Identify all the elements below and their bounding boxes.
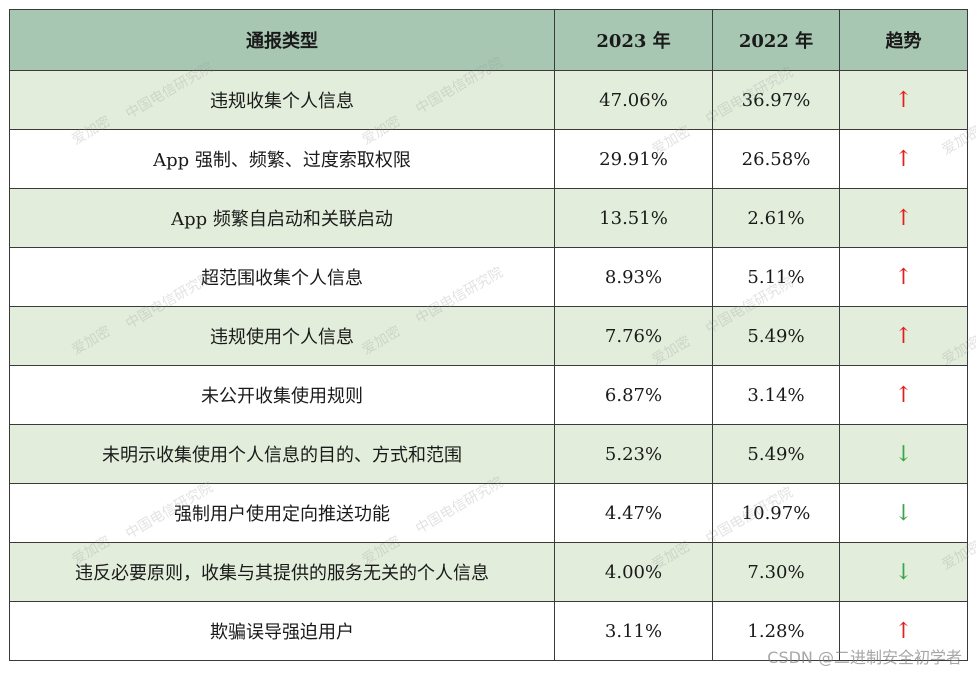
value-2023-cell: 5.23%	[554, 424, 713, 484]
table-row: 未明示收集使用个人信息的目的、方式和范围 5.23% 5.49% ↓	[9, 424, 968, 484]
type-cell: 欺骗误导强迫用户	[9, 601, 555, 661]
type-cell: 违规使用个人信息	[9, 306, 555, 366]
type-cell: 超范围收集个人信息	[9, 247, 555, 307]
header-2023: 2023 年	[554, 9, 713, 71]
value-2023-cell: 8.93%	[554, 247, 713, 307]
header-2022: 2022 年	[712, 9, 840, 71]
type-cell: App 频繁自启动和关联启动	[9, 188, 555, 248]
value-2022-cell: 7.30%	[712, 542, 840, 602]
down-arrow-icon: ↓	[839, 483, 968, 543]
value-2023-cell: 4.00%	[554, 542, 713, 602]
type-cell: 违反必要原则，收集与其提供的服务无关的个人信息	[9, 542, 555, 602]
value-2023-cell: 7.76%	[554, 306, 713, 366]
value-2023-cell: 4.47%	[554, 483, 713, 543]
value-2023-cell: 6.87%	[554, 365, 713, 425]
up-arrow-icon: ↑	[839, 365, 968, 425]
down-arrow-icon: ↓	[839, 424, 968, 484]
up-arrow-icon: ↑	[839, 129, 968, 189]
table-row: App 频繁自启动和关联启动 13.51% 2.61% ↑	[9, 188, 968, 248]
table-row: 违反必要原则，收集与其提供的服务无关的个人信息 4.00% 7.30% ↓	[9, 542, 968, 602]
table-row: 强制用户使用定向推送功能 4.47% 10.97% ↓	[9, 483, 968, 543]
table-row: 欺骗误导强迫用户 3.11% 1.28% ↑	[9, 601, 968, 661]
value-2022-cell: 5.49%	[712, 306, 840, 366]
up-arrow-icon: ↑	[839, 247, 968, 307]
up-arrow-icon: ↑	[839, 601, 968, 661]
table-row: 超范围收集个人信息 8.93% 5.11% ↑	[9, 247, 968, 307]
header-trend: 趋势	[839, 9, 968, 71]
value-2022-cell: 10.97%	[712, 483, 840, 543]
value-2023-cell: 3.11%	[554, 601, 713, 661]
table-row: 违规收集个人信息 47.06% 36.97% ↑	[9, 70, 968, 130]
value-2022-cell: 5.11%	[712, 247, 840, 307]
csdn-credit: CSDN @二进制安全初学者	[767, 648, 962, 667]
type-cell: 违规收集个人信息	[9, 70, 555, 130]
type-cell: 未明示收集使用个人信息的目的、方式和范围	[9, 424, 555, 484]
header-type: 通报类型	[9, 9, 555, 71]
down-arrow-icon: ↓	[839, 542, 968, 602]
value-2023-cell: 29.91%	[554, 129, 713, 189]
report-table: 通报类型 2023 年 2022 年 趋势 违规收集个人信息 47.06% 36.9…	[9, 9, 968, 661]
value-2022-cell: 2.61%	[712, 188, 840, 248]
header-row: 通报类型 2023 年 2022 年 趋势	[9, 9, 968, 71]
value-2022-cell: 5.49%	[712, 424, 840, 484]
up-arrow-icon: ↑	[839, 306, 968, 366]
table-row: App 强制、频繁、过度索取权限 29.91% 26.58% ↑	[9, 129, 968, 189]
value-2022-cell: 3.14%	[712, 365, 840, 425]
up-arrow-icon: ↑	[839, 188, 968, 248]
value-2023-cell: 13.51%	[554, 188, 713, 248]
top-strip	[0, 0, 976, 9]
type-cell: App 强制、频繁、过度索取权限	[9, 129, 555, 189]
table-row: 未公开收集使用规则 6.87% 3.14% ↑	[9, 365, 968, 425]
up-arrow-icon: ↑	[839, 70, 968, 130]
value-2022-cell: 1.28%	[712, 601, 840, 661]
table-row: 违规使用个人信息 7.76% 5.49% ↑	[9, 306, 968, 366]
value-2023-cell: 47.06%	[554, 70, 713, 130]
value-2022-cell: 26.58%	[712, 129, 840, 189]
type-cell: 强制用户使用定向推送功能	[9, 483, 555, 543]
value-2022-cell: 36.97%	[712, 70, 840, 130]
type-cell: 未公开收集使用规则	[9, 365, 555, 425]
